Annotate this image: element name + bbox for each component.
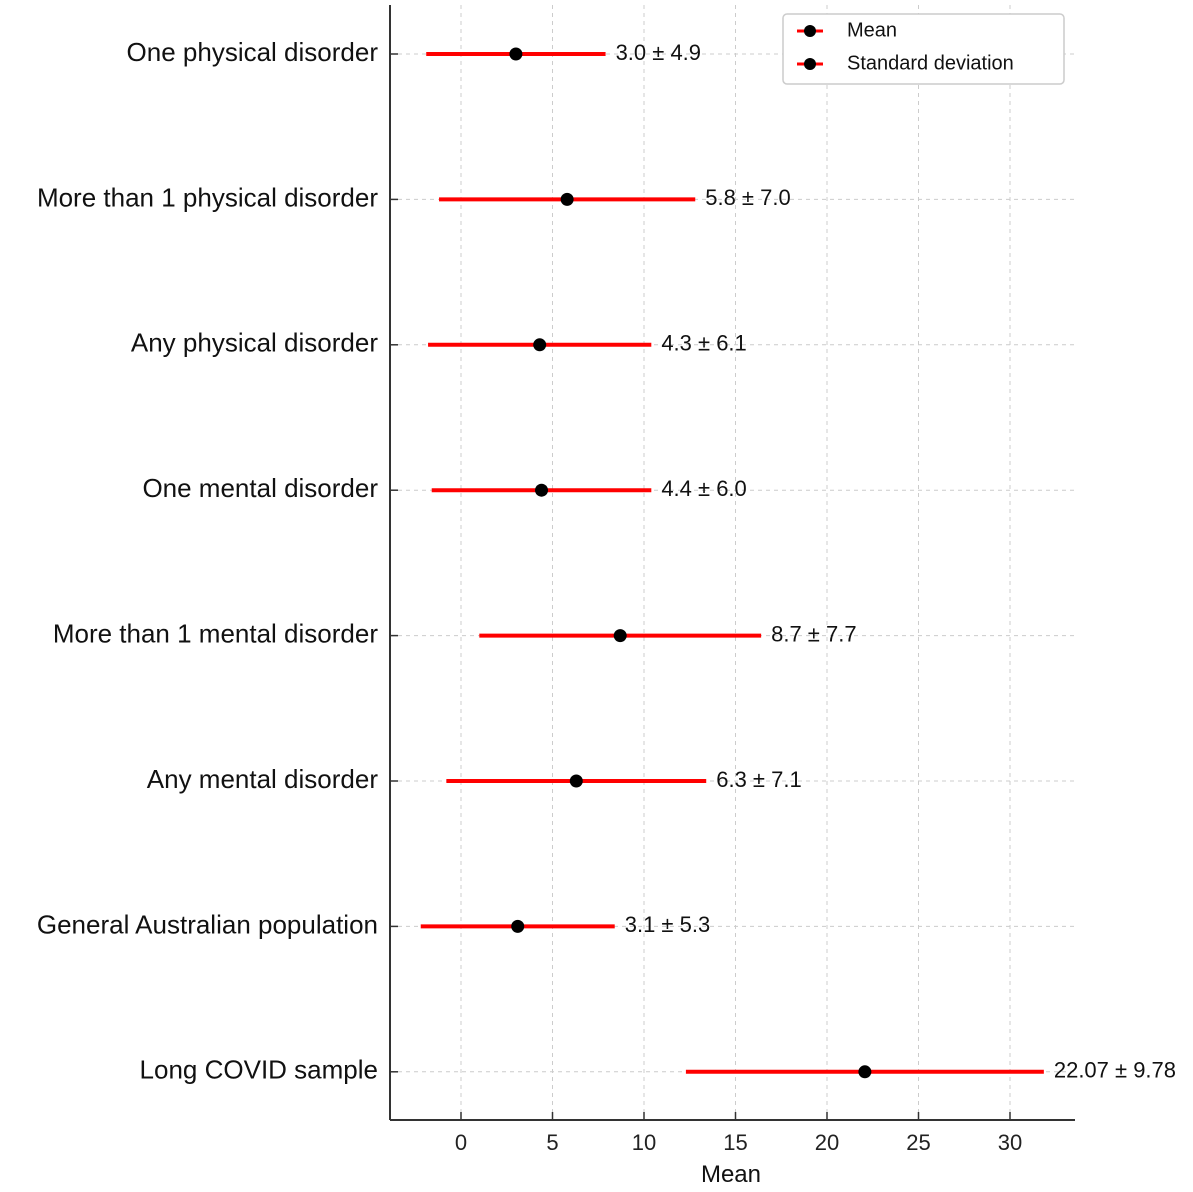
grid-layer	[390, 5, 1075, 1120]
legend-mean-dot	[804, 25, 816, 37]
category-label: Long COVID sample	[140, 1055, 378, 1085]
mean-dot	[613, 629, 627, 643]
value-annotation: 8.7 ± 7.7	[771, 621, 856, 646]
mean-dot	[535, 483, 549, 497]
mean-dot	[560, 192, 574, 206]
category-label: One physical disorder	[127, 37, 379, 67]
category-label: More than 1 physical disorder	[37, 182, 378, 212]
x-tick-label: 30	[998, 1130, 1022, 1155]
value-annotation: 4.3 ± 6.1	[661, 331, 746, 356]
x-tick-label: 15	[723, 1130, 747, 1155]
category-labels: One physical disorder More than 1 physica…	[37, 37, 378, 1085]
value-annotation: 5.8 ± 7.0	[705, 185, 790, 210]
value-annotation: 4.4 ± 6.0	[661, 476, 746, 501]
mean-dot	[858, 1065, 872, 1079]
legend-sd-dot	[804, 58, 816, 70]
axes-layer	[389, 5, 1075, 1121]
series: 3.0 ± 4.9 5.8 ± 7.0 4.3 ± 6.1 4.4 ± 6.0 8.7 …	[420, 40, 1176, 1083]
category-label: Any physical disorder	[131, 328, 378, 358]
legend-sd-label: Standard deviation	[847, 52, 1014, 74]
mean-dot	[569, 774, 583, 788]
x-tick-label: 25	[906, 1130, 930, 1155]
value-annotation: 3.0 ± 4.9	[616, 40, 701, 65]
x-tick-label: 10	[632, 1130, 656, 1155]
category-label: Any mental disorder	[147, 764, 379, 794]
value-annotation: 6.3 ± 7.1	[716, 767, 801, 792]
x-tick-label: 20	[815, 1130, 839, 1155]
legend: Mean Standard deviation	[782, 13, 1065, 85]
category-label: General Australian population	[37, 909, 378, 939]
legend-mean-label: Mean	[847, 19, 897, 41]
category-label: One mental disorder	[142, 473, 378, 503]
legend-box	[782, 13, 1065, 85]
x-tick-label: 5	[546, 1130, 558, 1155]
category-label: More than 1 mental disorder	[53, 618, 379, 648]
x-axis-title: Mean	[701, 1161, 761, 1188]
value-annotation: 3.1 ± 5.3	[625, 912, 710, 937]
mean-dot	[509, 47, 523, 61]
x-tick-label: 0	[455, 1130, 467, 1155]
value-annotation: 22.07 ± 9.78	[1054, 1058, 1176, 1083]
x-ticks: 0 5 10 15 20 25 30	[390, 53, 1022, 1155]
mean-dot	[533, 338, 547, 352]
mean-dot	[511, 919, 525, 933]
